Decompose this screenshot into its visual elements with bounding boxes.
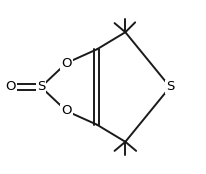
Text: S: S (37, 81, 45, 93)
Text: O: O (5, 81, 16, 93)
Text: O: O (61, 104, 72, 117)
Text: S: S (166, 81, 174, 93)
Text: O: O (61, 57, 72, 70)
